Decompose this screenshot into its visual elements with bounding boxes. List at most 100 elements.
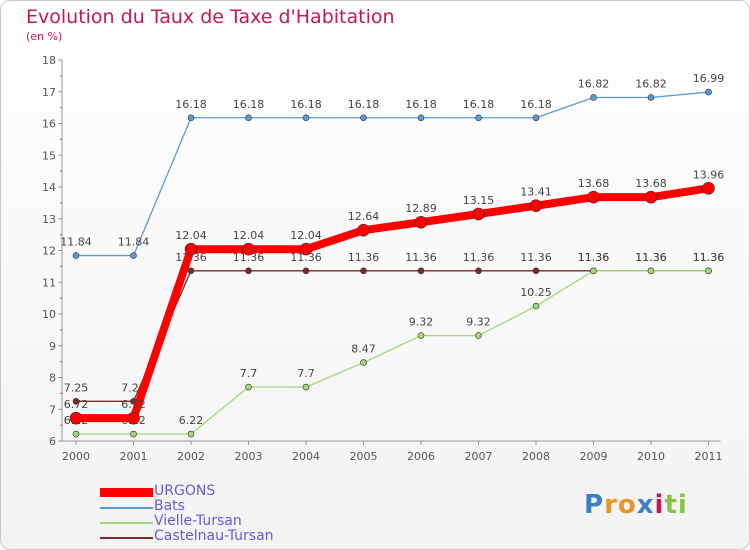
data-point <box>72 252 80 259</box>
data-label: 11.36 <box>233 251 265 264</box>
x-tick-label: 2009 <box>580 450 608 463</box>
data-point <box>130 252 137 259</box>
logo-letter: r <box>604 490 618 520</box>
x-tick-label: 2004 <box>292 450 320 463</box>
x-tick-label: 2006 <box>407 450 435 463</box>
y-tick-label: 11 <box>42 276 56 289</box>
data-point <box>72 430 80 438</box>
data-label: 11.36 <box>348 251 380 264</box>
data-label: 7.7 <box>297 367 315 380</box>
data-label: 16.18 <box>233 98 265 111</box>
data-point <box>245 114 252 122</box>
logo-letter: i <box>677 490 688 520</box>
y-tick-label: 14 <box>42 181 56 194</box>
data-point <box>245 267 252 275</box>
data-label: 16.18 <box>348 98 380 111</box>
series-line-urgons <box>76 184 710 423</box>
data-label: 16.18 <box>463 98 495 111</box>
x-tick-label: 2002 <box>177 450 205 463</box>
data-point <box>475 267 482 275</box>
data-point <box>127 411 140 425</box>
data-label: 16.82 <box>635 77 667 90</box>
data-label: 9.32 <box>409 316 434 329</box>
data-label: 6.72 <box>64 398 89 411</box>
y-tick-label: 6 <box>49 435 56 448</box>
data-label: 16.18 <box>520 98 552 111</box>
data-point <box>417 114 425 122</box>
legend-label: URGONS <box>154 483 216 499</box>
data-label: 6.72 <box>121 398 146 411</box>
y-tick-label: 18 <box>42 54 56 67</box>
legend-swatch <box>100 488 153 497</box>
y-tick-label: 12 <box>42 245 56 258</box>
x-tick-label: 2008 <box>522 450 550 463</box>
y-tick-label: 8 <box>49 372 56 385</box>
legend-swatch <box>100 537 153 539</box>
series-line-castelnau-tursan <box>76 270 709 402</box>
data-point <box>72 398 80 405</box>
legend-swatch <box>100 522 153 524</box>
data-point <box>647 267 655 275</box>
data-label: 11.36 <box>635 251 667 264</box>
data-label: 11.36 <box>463 251 495 264</box>
data-label: 11.36 <box>693 251 725 264</box>
data-point <box>475 114 482 122</box>
data-point <box>302 267 310 275</box>
data-label: 8.47 <box>351 343 376 356</box>
y-tick-label: 7 <box>49 403 56 416</box>
data-label: 16.18 <box>290 98 322 111</box>
data-label: 11.36 <box>635 251 667 264</box>
data-point <box>302 383 310 391</box>
data-point <box>245 383 252 391</box>
x-tick-label: 2003 <box>235 450 263 463</box>
data-label: 11.36 <box>405 251 437 264</box>
data-label: 11.36 <box>578 251 610 264</box>
y-tick-label: 10 <box>42 308 56 321</box>
series-line-bats <box>76 91 709 257</box>
data-label: 12.04 <box>175 229 207 242</box>
data-label: 7.25 <box>64 381 89 394</box>
proxiti-logo: Proxiti <box>584 490 688 520</box>
data-point <box>532 114 540 122</box>
data-point <box>590 94 597 101</box>
data-label: 16.82 <box>578 77 610 90</box>
data-point <box>705 267 712 275</box>
data-label: 12.04 <box>290 229 322 242</box>
y-tick-label: 13 <box>42 213 56 226</box>
data-point <box>532 302 540 310</box>
data-point <box>472 207 485 221</box>
data-point <box>360 114 367 122</box>
y-tick-label: 17 <box>42 86 56 99</box>
logo-letter: o <box>617 490 637 520</box>
data-point <box>414 215 428 229</box>
data-point <box>705 88 712 96</box>
data-label: 11.84 <box>118 236 150 249</box>
legend-swatch <box>100 507 153 509</box>
data-point <box>529 199 543 213</box>
data-label: 11.36 <box>693 251 725 264</box>
data-label: 13.96 <box>693 168 725 181</box>
data-label: 13.68 <box>635 177 667 190</box>
data-label: 12.64 <box>348 210 380 223</box>
chart-subtitle: (en %) <box>26 30 63 43</box>
x-tick-label: 2005 <box>350 450 378 463</box>
data-point <box>130 430 137 438</box>
data-point <box>302 114 310 122</box>
data-point <box>702 181 715 195</box>
data-label: 13.15 <box>463 194 495 207</box>
data-label: 11.36 <box>578 251 610 264</box>
data-label: 11.36 <box>520 251 552 264</box>
legend-label: Castelnau-Tursan <box>154 528 274 544</box>
data-label: 13.41 <box>520 186 552 199</box>
legend-label: Bats <box>154 498 185 514</box>
x-tick-label: 2010 <box>637 450 665 463</box>
x-tick-label: 2011 <box>695 450 723 463</box>
logo-letter: t <box>664 490 678 520</box>
legend-label: Vielle-Tursan <box>154 513 242 529</box>
data-point <box>417 267 425 275</box>
logo-letter: x <box>636 490 655 520</box>
y-tick-label: 16 <box>42 118 56 131</box>
data-point <box>187 430 195 438</box>
data-label: 10.25 <box>520 286 552 299</box>
